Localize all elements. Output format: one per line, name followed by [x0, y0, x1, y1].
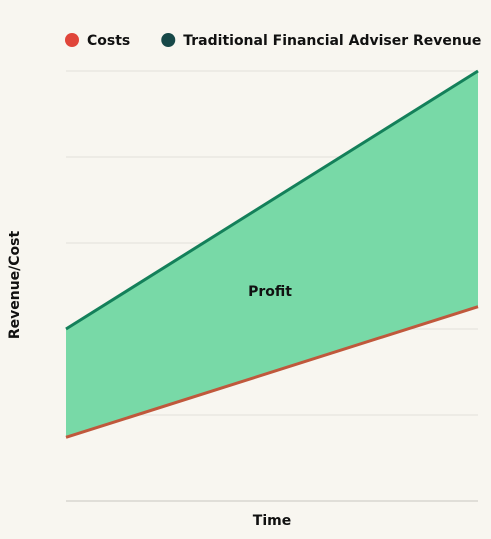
series-line [65, 69, 479, 331]
y-axis-label: Revenue/Cost [7, 231, 23, 340]
profit-area [66, 71, 478, 438]
legend-marker [65, 33, 79, 47]
annotation: Profit [248, 284, 292, 300]
legend-label: Traditional Financial Adviser Revenue [183, 33, 481, 49]
x-axis-label: Time [253, 513, 291, 529]
series-line [65, 305, 479, 439]
legend-marker [161, 33, 176, 47]
legend-label: Costs [87, 33, 130, 49]
